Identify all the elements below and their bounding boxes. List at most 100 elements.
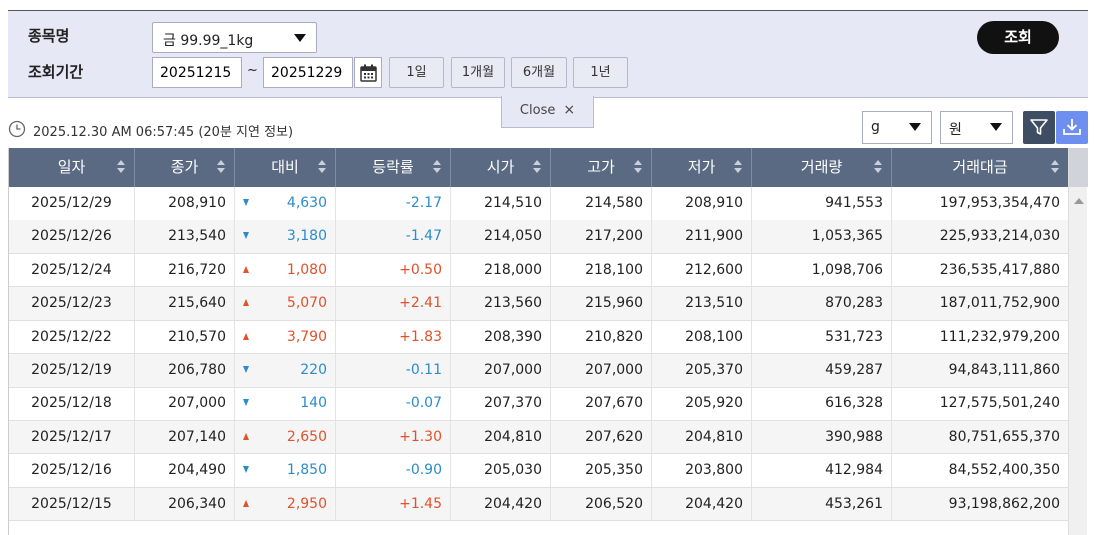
table-row[interactable]: 2025/12/18 207,000 140 -0.07 207,370 207,670 2… [9, 387, 1068, 421]
column-header-rate[interactable]: 등락률 [336, 148, 451, 187]
close-icon: × [563, 102, 576, 118]
cell-rate: -0.90 [336, 454, 451, 488]
column-header-date[interactable]: 일자 [9, 148, 135, 187]
cell-close: 215,640 [135, 287, 235, 321]
column-header-close[interactable]: 종가 [135, 148, 235, 187]
cell-date: 2025/12/16 [9, 454, 135, 488]
cell-low: 203,800 [652, 454, 752, 488]
cell-change: 3,790 [235, 320, 336, 354]
period-1month-button[interactable]: 1개월 [451, 57, 505, 88]
sort-icon [734, 160, 742, 174]
cell-close: 208,910 [135, 187, 235, 220]
cell-rate: -1.47 [336, 220, 451, 254]
table-row[interactable]: 2025/12/29 208,910 4,630 -2.17 214,510 214,58… [9, 187, 1068, 221]
download-icon [1063, 119, 1081, 135]
cell-change: 2,950 [235, 487, 336, 521]
cell-amount: 127,575,501,240 [892, 387, 1068, 420]
cell-change: 3,180 [235, 220, 336, 254]
column-header-open[interactable]: 시가 [451, 148, 551, 187]
table-row[interactable]: 2025/12/19 206,780 220 -0.11 207,000 207,000 2… [9, 354, 1068, 388]
cell-low: 205,370 [652, 354, 752, 387]
period-6month-button[interactable]: 6개월 [511, 57, 567, 88]
sort-icon [874, 160, 882, 174]
cell-change: 4,630 [235, 187, 336, 220]
cell-volume: 531,723 [752, 320, 892, 354]
cell-open: 207,370 [451, 387, 551, 421]
cell-open: 208,390 [451, 320, 551, 354]
arrow-down-icon [243, 232, 249, 240]
end-date-input[interactable] [263, 57, 353, 88]
download-button[interactable] [1056, 111, 1088, 144]
column-header-low[interactable]: 저가 [652, 148, 752, 187]
cell-high: 207,670 [551, 387, 652, 421]
arrow-up-icon [243, 265, 249, 273]
table-row[interactable]: 2025/12/16 204,490 1,850 -0.90 205,030 205,35… [9, 454, 1068, 488]
table-row[interactable]: 2025/12/17 207,140 2,650 +1.30 204,810 207,62… [9, 420, 1068, 455]
cell-amount: 187,011,752,900 [892, 287, 1068, 320]
filter-button[interactable] [1023, 111, 1055, 144]
cell-volume: 1,098,706 [752, 253, 892, 287]
cell-rate: -0.11 [336, 354, 451, 387]
arrow-down-icon [243, 366, 249, 373]
cell-low: 208,910 [652, 187, 752, 220]
start-date-input[interactable] [152, 57, 242, 88]
search-button[interactable]: 조회 [977, 21, 1059, 54]
sort-icon [533, 160, 541, 174]
cell-rate: -2.17 [336, 187, 451, 220]
cell-close: 204,490 [135, 454, 235, 488]
change-value: 5,070 [286, 295, 327, 312]
scroll-up-arrow-icon[interactable] [1074, 198, 1084, 204]
last-update-timestamp: 2025.12.30 AM 06:57:45 (20분 지연 정보) [33, 121, 293, 140]
timestamp-value: 2025.12.30 AM 06:57:45 [33, 125, 195, 140]
date-range-separator: ~ [247, 63, 258, 78]
table-row[interactable]: 2025/12/24 216,720 1,080 +0.50 218,000 218,10… [9, 253, 1068, 288]
clock-icon [8, 120, 26, 138]
period-1year-button[interactable]: 1년 [573, 57, 628, 88]
cell-high: 205,350 [551, 454, 652, 488]
cell-change: 5,070 [235, 287, 336, 321]
chevron-down-icon [909, 123, 921, 131]
column-header-amount[interactable]: 거래대금 [892, 148, 1068, 187]
chevron-down-icon [294, 34, 306, 42]
cell-rate: +2.41 [336, 287, 451, 321]
cell-amount: 236,535,417,880 [892, 254, 1068, 287]
table-scrollbar[interactable] [1068, 148, 1088, 535]
cell-date: 2025/12/15 [9, 487, 135, 521]
sort-icon [318, 160, 326, 174]
cell-change: 1,850 [235, 454, 336, 488]
cell-high: 207,620 [551, 420, 652, 454]
cell-high: 214,580 [551, 187, 652, 220]
cell-high: 206,520 [551, 487, 652, 521]
cell-date: 2025/12/23 [9, 287, 135, 321]
table-row[interactable]: 2025/12/23 215,640 5,070 +2.41 213,560 215,96… [9, 287, 1068, 321]
sort-icon [1051, 160, 1059, 174]
close-panel-button[interactable]: Close × [501, 96, 594, 128]
change-value: 140 [300, 395, 327, 412]
cell-amount: 111,232,979,200 [892, 321, 1068, 354]
cell-low: 204,420 [652, 487, 752, 521]
cell-change: 1,080 [235, 253, 336, 287]
table-row[interactable]: 2025/12/22 210,570 3,790 +1.83 208,390 210,82… [9, 320, 1068, 355]
cell-volume: 459,287 [752, 354, 892, 387]
column-header-change[interactable]: 대비 [235, 148, 336, 187]
weight-unit-select[interactable]: g [862, 111, 932, 144]
arrow-up-icon [243, 432, 249, 440]
item-select[interactable]: 금 99.99_1kg [152, 22, 317, 53]
currency-unit-value: 원 [949, 122, 962, 138]
change-value: 2,650 [286, 428, 327, 445]
column-header-high[interactable]: 고가 [551, 148, 652, 187]
cell-low: 204,810 [652, 420, 752, 454]
cell-close: 207,140 [135, 420, 235, 454]
table-row[interactable]: 2025/12/26 213,540 3,180 -1.47 214,050 217,20… [9, 220, 1068, 254]
cell-high: 207,000 [551, 354, 652, 387]
cell-open: 214,510 [451, 187, 551, 220]
arrow-down-icon [243, 199, 249, 206]
currency-unit-select[interactable]: 원 [940, 111, 1013, 144]
table-row[interactable]: 2025/12/15 206,340 2,950 +1.45 204,420 206,52… [9, 487, 1068, 522]
cell-date: 2025/12/18 [9, 387, 135, 421]
cell-high: 210,820 [551, 320, 652, 354]
column-header-volume[interactable]: 거래량 [752, 148, 892, 187]
period-1day-button[interactable]: 1일 [389, 57, 444, 88]
calendar-button[interactable] [354, 57, 382, 88]
arrow-down-icon [243, 466, 249, 474]
